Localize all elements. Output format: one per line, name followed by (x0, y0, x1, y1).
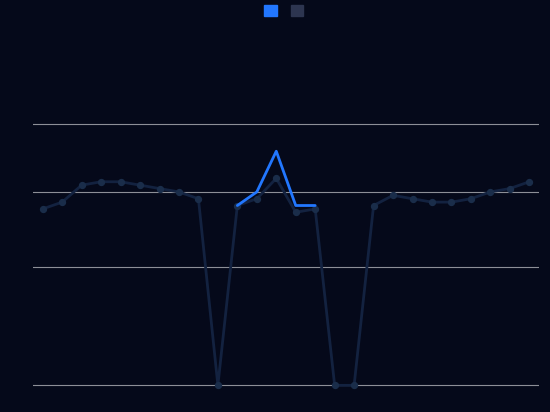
Point (213, 382, 222, 389)
Point (330, 382, 339, 389)
Point (194, 195, 203, 202)
Point (174, 189, 183, 195)
Point (408, 195, 417, 202)
Point (58, 199, 67, 206)
Point (252, 195, 261, 202)
Point (505, 185, 514, 192)
Point (447, 199, 456, 206)
Point (97, 178, 106, 185)
Legend: , : , (265, 5, 307, 19)
Point (311, 206, 320, 212)
Point (155, 185, 164, 192)
Point (466, 195, 475, 202)
Point (136, 182, 145, 188)
Point (486, 189, 495, 195)
Point (116, 178, 125, 185)
Point (272, 175, 280, 182)
Point (369, 202, 378, 209)
Point (233, 202, 242, 209)
Point (350, 382, 359, 389)
Point (39, 206, 47, 212)
Point (525, 178, 533, 185)
Point (77, 182, 86, 188)
Point (427, 199, 436, 206)
Point (292, 209, 300, 215)
Point (389, 192, 398, 199)
